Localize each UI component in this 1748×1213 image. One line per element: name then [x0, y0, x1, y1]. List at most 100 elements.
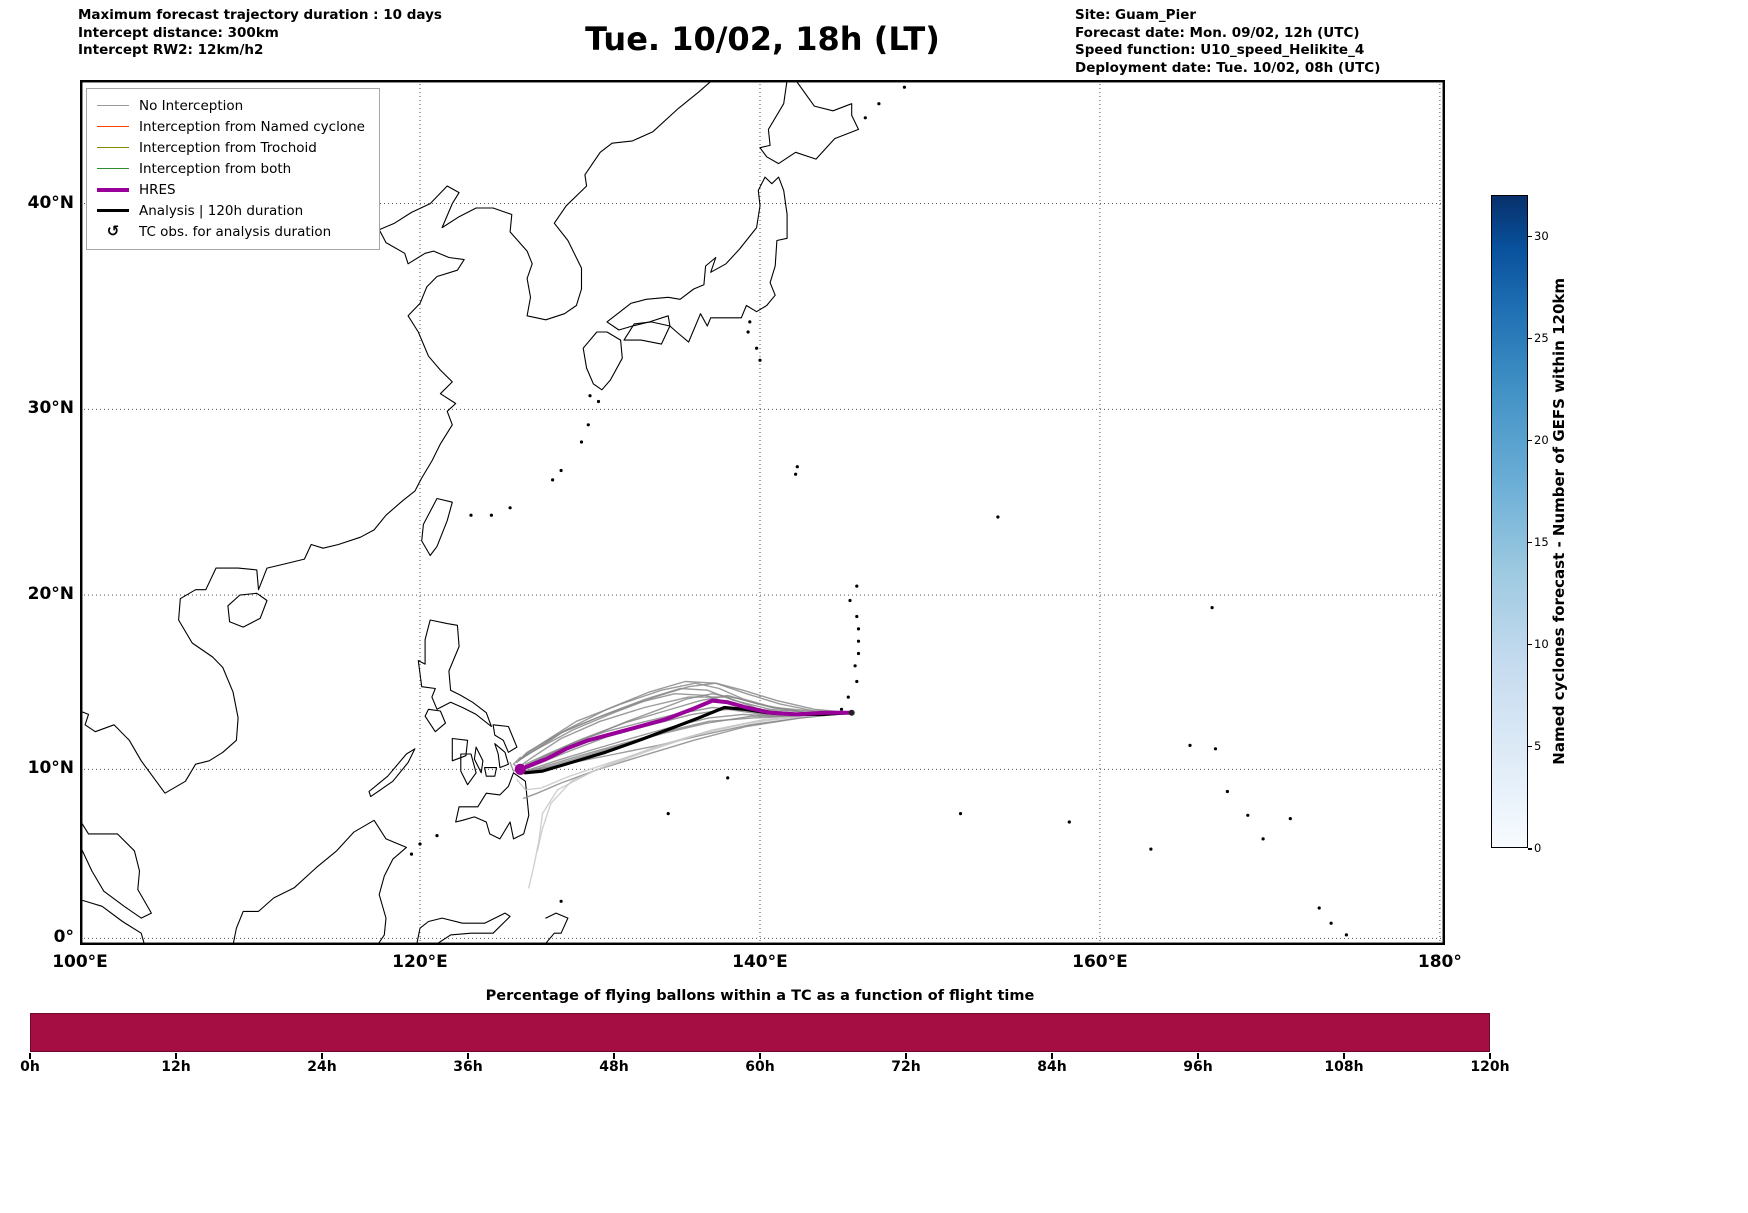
ensemble-trajectory [523, 712, 853, 799]
flight-time-tick-label: 72h [891, 1059, 921, 1075]
coastline-palawan [368, 748, 416, 798]
colorbar-tick-mark [1528, 541, 1532, 544]
ensemble-trajectory [516, 712, 853, 791]
figure-title: Tue. 10/02, 18h (LT) [585, 20, 940, 58]
flight-time-tick-label: 48h [599, 1059, 629, 1075]
bottom-chart-title: Percentage of flying ballons within a TC… [485, 988, 1035, 1004]
island-dot [1149, 847, 1153, 851]
island-dot [848, 598, 852, 603]
island-dot [469, 513, 473, 517]
ensemble-trajectory [536, 712, 853, 852]
colorbar-tick-mark [1528, 337, 1532, 340]
coastline-sumatra-east [80, 899, 146, 945]
island-dot [579, 440, 584, 444]
island-dot [1210, 606, 1214, 610]
coastline-bohol [484, 767, 498, 777]
coastline-hainan [227, 592, 268, 628]
island-dot [409, 852, 414, 856]
header-left-line: Maximum forecast trajectory duration : 1… [78, 7, 442, 23]
colorbar-tick-mark [1528, 439, 1532, 442]
coastline-luzon [417, 619, 492, 728]
lon-tick-label: 120°E [392, 952, 448, 972]
island-dot [508, 506, 512, 510]
flight-time-tick-label: 96h [1183, 1059, 1213, 1075]
colorbar-title-text: Named cyclones forecast - Number of GEFS… [1550, 278, 1568, 765]
coastline-cebu [473, 746, 484, 774]
flight-time-tick-mark [29, 1053, 31, 1059]
island-dot [839, 707, 844, 711]
map-canvas [80, 80, 1445, 945]
coastline-halmahera [545, 912, 569, 944]
flight-time-tick-mark [613, 1053, 615, 1059]
flight-time-tick-mark [1197, 1053, 1199, 1059]
flight-time-tick-label: 12h [161, 1059, 191, 1075]
ensemble-trajectory [528, 712, 853, 889]
island-dot [794, 472, 798, 476]
legend-item: Analysis | 120h duration [97, 202, 365, 220]
lat-tick-label: 20°N [27, 584, 74, 605]
ensemble-trajectory [517, 687, 853, 762]
colorbar-tick-label: 30 [1534, 228, 1549, 243]
colorbar-title: Named cyclones forecast - Number of GEFS… [1547, 195, 1571, 848]
coastline-leyte [494, 743, 509, 769]
flight-time-tick-mark [759, 1053, 761, 1059]
island-dot [755, 346, 759, 350]
island-dot [748, 320, 752, 324]
legend-line-sample [97, 147, 129, 149]
island-dot [855, 614, 859, 619]
hres-end-marker [514, 763, 526, 775]
colorbar-tick-label: 15 [1534, 534, 1549, 549]
header-right-line: Speed function: U10_speed_Helikite_4 [1075, 42, 1365, 58]
legend-line-sample [97, 209, 129, 213]
island-dot [758, 358, 762, 362]
flight-time-tick-mark [321, 1053, 323, 1059]
island-dot [863, 116, 867, 120]
header-right-line: Forecast date: Mon. 09/02, 12h (UTC) [1075, 24, 1360, 41]
map-panel: No Interception Interception from Named c… [80, 80, 1445, 945]
island-dot [1246, 813, 1250, 817]
island-dot [795, 465, 799, 469]
flight-time-tick-mark [905, 1053, 907, 1059]
colorbar-tick-label: 5 [1534, 738, 1542, 753]
island-dot [726, 776, 730, 780]
lat-tick-label: 10°N [27, 758, 74, 779]
legend-label: Interception from both [139, 160, 292, 177]
island-dot [559, 468, 563, 473]
header-right-line: Deployment date: Tue. 10/02, 08h (UTC) [1075, 59, 1381, 76]
island-dot [1288, 817, 1292, 821]
island-dot [1261, 837, 1265, 841]
map-frame [80, 80, 1445, 945]
legend-item: Interception from both [97, 160, 365, 178]
colorbar-tick-mark [1528, 848, 1532, 850]
island-dot [856, 627, 861, 631]
flight-time-tick-mark [1051, 1053, 1053, 1059]
legend: No Interception Interception from Named c… [86, 88, 380, 250]
island-dot [588, 394, 592, 398]
island-dot [877, 102, 881, 106]
island-dot [1188, 743, 1192, 748]
coastline-negros [460, 753, 477, 786]
coastline-shikoku [623, 321, 671, 345]
colorbar-tick-label: 10 [1534, 636, 1549, 651]
island-dot [856, 639, 861, 643]
island-dot [855, 679, 859, 684]
legend-label: No Interception [139, 97, 244, 114]
island-dot [1225, 789, 1229, 794]
flight-time-tick-label: 0h [20, 1059, 40, 1075]
coastline-borneo [232, 819, 407, 945]
legend-label: Interception from Named cyclone [139, 118, 365, 135]
island-dot [1213, 747, 1218, 751]
ensemble-trajectory [521, 682, 853, 759]
header-left-line: Intercept distance: 300km [78, 24, 279, 41]
island-dot [902, 85, 907, 89]
legend-item: ↺ TC obs. for analysis duration [97, 223, 365, 241]
island-dot [856, 651, 861, 656]
coastline-honshu [606, 176, 788, 343]
header-left-line: Intercept RW2: 12km/h2 [78, 42, 264, 58]
island-dot [418, 842, 422, 846]
colorbar-tick-mark [1528, 643, 1532, 646]
legend-line-sample [97, 126, 129, 128]
coastline-mindanao [455, 772, 530, 840]
coastline-hokkaido [759, 80, 860, 165]
flight-time-tick-mark [1489, 1053, 1491, 1059]
